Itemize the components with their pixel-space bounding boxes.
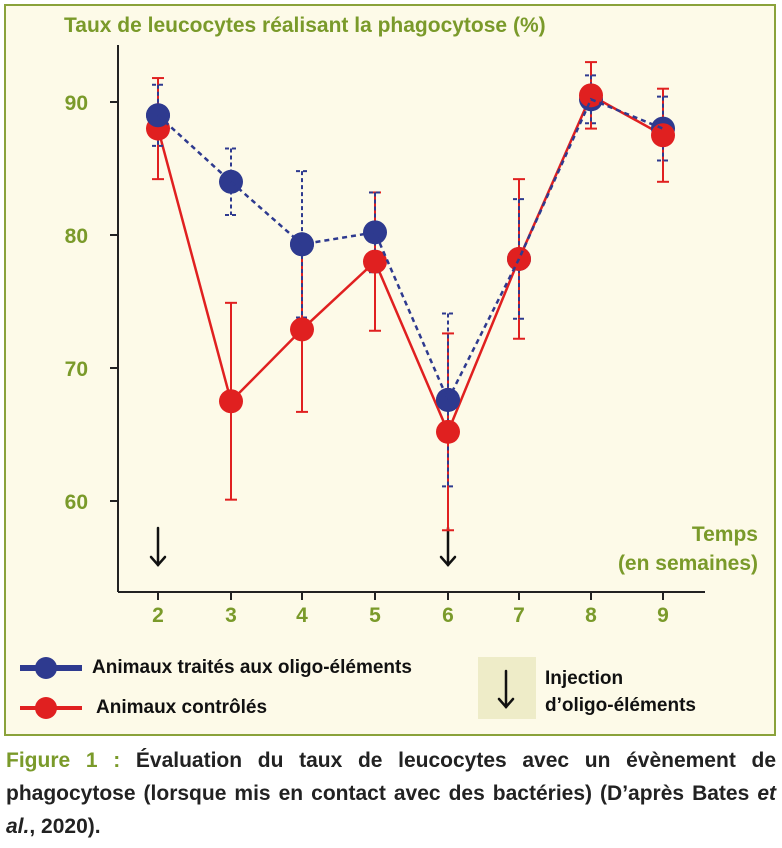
- legend-marker-treated: [35, 657, 57, 679]
- data-point-control: [290, 317, 314, 342]
- x-tick-label: 6: [442, 604, 454, 627]
- x-axis-label-line1: Temps: [692, 523, 758, 546]
- x-axis-label-line2: (en semaines): [618, 552, 758, 575]
- series-layer: [146, 61, 675, 532]
- legend-label-control: Animaux contrôlés: [96, 697, 267, 718]
- y-tick-label: 90: [65, 92, 88, 115]
- caption-italic: et al.: [6, 782, 776, 838]
- legend-item-treated: Animaux traités aux oligo-éléments: [20, 657, 412, 679]
- caption-end: , 2020).: [29, 815, 101, 838]
- down-arrow-icon: [497, 669, 515, 709]
- error-bar-treated: [225, 147, 237, 217]
- y-tick-label: 60: [65, 491, 88, 514]
- chart: Taux de leucocytes réalisant la phagocyt…: [20, 14, 758, 719]
- injection-arrow-icon: [149, 526, 167, 567]
- chart-title: Taux de leucocytes réalisant la phagocyt…: [64, 14, 546, 37]
- legend-injection-label-line1: Injection: [545, 668, 623, 689]
- injection-arrows: [149, 526, 457, 567]
- y-ticks: 60 70 80 90: [65, 92, 118, 514]
- data-point-treated: [363, 220, 387, 245]
- x-tick-label: 3: [225, 604, 237, 627]
- x-tick-label: 2: [152, 604, 164, 627]
- legend-marker-control: [35, 697, 57, 719]
- data-point-control: [219, 389, 243, 414]
- x-tick-label: 5: [369, 604, 381, 627]
- legend-item-injection: Injection d’oligo-éléments: [478, 657, 696, 719]
- x-tick-label: 7: [513, 604, 525, 627]
- data-point-control: [579, 83, 603, 108]
- x-tick-label: 9: [657, 604, 669, 627]
- x-ticks: 2 3 4 5 6 7 8 9: [152, 592, 669, 627]
- y-tick-label: 80: [65, 225, 88, 248]
- x-tick-label: 8: [585, 604, 597, 627]
- data-point-control: [363, 249, 387, 274]
- figure-caption: Figure 1 : Évaluation du taux de leucocy…: [6, 744, 776, 843]
- y-tick-label: 70: [65, 358, 88, 381]
- series-line-control: [156, 93, 664, 436]
- x-tick-label: 4: [296, 604, 308, 627]
- legend-label-treated: Animaux traités aux oligo-éléments: [92, 657, 412, 678]
- data-point-control: [651, 123, 675, 148]
- caption-text: Évaluation du taux de leucocytes avec un…: [6, 749, 776, 805]
- injection-arrow-icon: [439, 526, 457, 567]
- legend-item-control: Animaux contrôlés: [20, 697, 267, 719]
- series-line-treated: [157, 97, 664, 403]
- legend: Animaux traités aux oligo-éléments Anima…: [20, 657, 696, 719]
- caption-label: Figure 1 :: [6, 749, 121, 772]
- data-point-control: [436, 419, 460, 444]
- legend-injection-label-line2: d’oligo-éléments: [545, 695, 696, 716]
